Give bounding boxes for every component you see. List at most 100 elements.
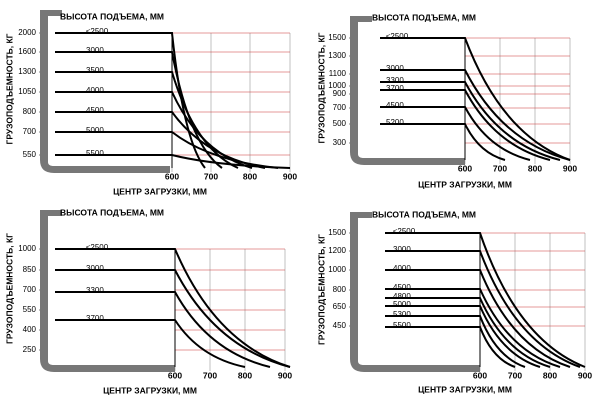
x-axis-label: ЦЕНТР ЗАГРУЗКИ, ММ (418, 179, 512, 189)
height-label: ≤2500 (393, 227, 416, 236)
load-center-label: 900 (563, 163, 577, 173)
height-label: 5000 (86, 126, 104, 135)
capacity-label: 550 (23, 150, 37, 159)
height-label: 5200 (386, 118, 404, 127)
y-axis-label: ГРУЗОПОДЪЕМНОСТЬ, КГ (316, 234, 326, 345)
load-center-label: 900 (578, 370, 592, 380)
x-axis-label: ЦЕНТР ЗАГРУЗКИ, ММ (103, 385, 197, 395)
height-label: 3500 (86, 66, 104, 75)
panel-title: ВЫСОТА ПОДЪЕМА, ММ (372, 209, 476, 219)
capacity-label: 700 (333, 103, 347, 112)
load-center-label: 900 (278, 370, 292, 380)
capacity-label: 1500 (328, 33, 346, 42)
capacity-label: 1000 (328, 265, 346, 274)
capacity-label: 1300 (18, 67, 36, 76)
load-center-label: 700 (493, 163, 507, 173)
load-center-label: 600 (168, 370, 182, 380)
height-label: 4800 (393, 292, 411, 301)
height-label: 4500 (393, 283, 411, 292)
capacity-curve (55, 269, 291, 368)
capacity-curve (385, 269, 571, 368)
load-center-label: 600 (165, 171, 179, 181)
capacity-label: 500 (333, 119, 347, 128)
x-axis-label: ЦЕНТР ЗАГРУЗКИ, ММ (418, 384, 512, 394)
capacity-curve (380, 69, 571, 161)
height-label: 3000 (86, 264, 104, 273)
panel-title: ВЫСОТА ПОДЪЕМА, ММ (60, 11, 164, 21)
capacity-curve (385, 250, 581, 368)
load-center-label: 800 (238, 370, 252, 380)
capacity-label: 1600 (18, 47, 36, 56)
height-label: 3700 (86, 314, 104, 323)
height-label: 3000 (86, 46, 104, 55)
capacity-label: 550 (23, 305, 37, 314)
load-center-label: 600 (473, 370, 487, 380)
capacity-curve (55, 51, 223, 169)
capacity-curve (385, 288, 561, 368)
capacity-curve (55, 154, 291, 169)
capacity-curve (55, 291, 271, 368)
load-center-label: 800 (243, 171, 257, 181)
height-label: 4500 (386, 101, 404, 110)
capacity-curve (380, 89, 551, 161)
capacity-label: 650 (333, 302, 347, 311)
capacity-label: 1500 (328, 228, 346, 237)
height-label: 3300 (386, 76, 404, 85)
load-center-label: 900 (283, 171, 297, 181)
panel-title: ВЫСОТА ПОДЪЕМА, ММ (60, 207, 164, 217)
capacity-label: 300 (333, 138, 347, 147)
capacity-curve (380, 106, 531, 161)
capacity-label: 400 (23, 325, 37, 334)
capacity-label: 1100 (329, 69, 347, 78)
capacity-label: 900 (333, 89, 347, 98)
load-center-label: 800 (528, 163, 542, 173)
panel-title: ВЫСОТА ПОДЪЕМА, ММ (372, 12, 476, 22)
load-center-label: 800 (543, 370, 557, 380)
y-axis-label: ГРУЗОПОДЪЕМНОСТЬ, КГ (4, 233, 14, 344)
height-label: 3000 (386, 64, 404, 73)
load-center-label: 700 (204, 171, 218, 181)
capacity-label: 800 (333, 285, 347, 294)
x-axis-label: ЦЕНТР ЗАГРУЗКИ, ММ (113, 186, 207, 196)
capacity-label: 1000 (18, 244, 36, 253)
capacity-curve (55, 71, 239, 169)
capacity-label: 450 (333, 321, 347, 330)
load-center-label: 700 (203, 370, 217, 380)
capacity-label: 2000 (18, 28, 36, 37)
y-axis-label: ГРУЗОПОДЪЕМНОСТЬ, КГ (316, 32, 326, 143)
height-label: 4500 (86, 106, 104, 115)
load-center-label: 700 (508, 370, 522, 380)
load-center-label: 600 (458, 163, 472, 173)
capacity-label: 700 (23, 127, 37, 136)
capacity-curve (380, 37, 571, 161)
height-label: ≤2500 (86, 27, 109, 36)
height-label: 3300 (86, 286, 104, 295)
capacity-curve (55, 319, 246, 368)
capacity-label: 250 (23, 345, 37, 354)
capacity-label: 1050 (18, 87, 36, 96)
capacity-curve (385, 297, 551, 368)
height-label: 4000 (393, 264, 411, 273)
capacity-curve (385, 305, 541, 368)
height-label: 3000 (393, 245, 411, 254)
height-label: 5300 (393, 310, 411, 319)
capacity-curve (380, 123, 506, 161)
height-label: ≤2500 (86, 243, 109, 252)
height-label: 5000 (393, 300, 411, 309)
capacity-label: 1300 (328, 51, 346, 60)
capacity-curve (55, 91, 253, 169)
capacity-curve (380, 81, 561, 161)
y-axis-label: ГРУЗОПОДЪЕМНОСТЬ, КГ (4, 33, 14, 144)
height-label: 3700 (386, 84, 404, 93)
height-label: 5500 (393, 321, 411, 330)
capacity-label: 700 (23, 285, 37, 294)
capacity-curve (55, 248, 291, 368)
capacity-label: 1000 (328, 81, 346, 90)
height-label: 5500 (86, 149, 104, 158)
height-label: ≤2500 (386, 32, 409, 41)
capacity-label: 850 (23, 265, 37, 274)
capacity-label: 800 (23, 107, 37, 116)
capacity-label: 1200 (328, 246, 346, 255)
capacity-curve (385, 232, 586, 368)
